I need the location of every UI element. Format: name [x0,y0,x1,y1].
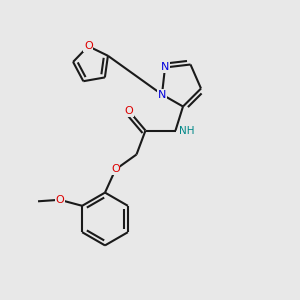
Text: O: O [84,41,93,51]
Text: NH: NH [179,125,195,136]
Text: N: N [158,89,166,100]
Text: O: O [124,106,134,116]
Text: O: O [111,164,120,175]
Text: O: O [55,195,64,205]
Text: N: N [161,62,169,73]
